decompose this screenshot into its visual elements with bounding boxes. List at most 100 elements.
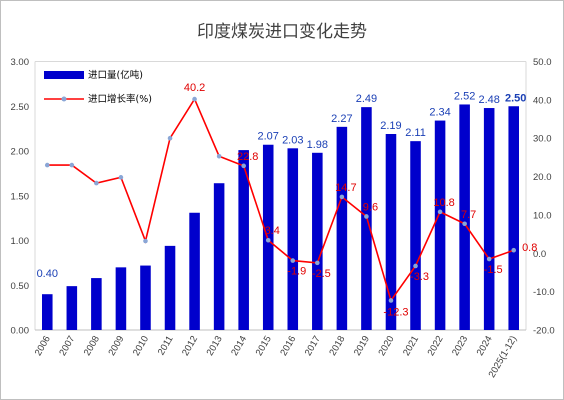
line-point [388,298,394,303]
y-right-tick-label: 50.0 [533,57,552,68]
y-right-tick-label: 40.0 [533,95,552,106]
x-tick-label: 2011 [156,334,176,357]
y-left-tick-label: 2.00 [11,147,30,158]
line-data-label: 22.8 [237,151,258,163]
bar [91,278,102,330]
bar-data-label: 2.52 [454,90,475,102]
y-left-tick-label: 1.50 [11,191,30,202]
x-tick-label: 2015 [254,334,274,358]
chart-title: 印度煤炭进口变化走势 [197,22,367,42]
bar-data-label: 2.19 [380,120,401,132]
bar-data-label: 2.49 [356,93,377,105]
x-tick-label: 2009 [106,334,126,358]
line-data-label: 7.7 [461,209,476,221]
bar [66,286,78,330]
bar [287,148,299,330]
x-tick-label: 2023 [450,334,470,358]
line-data-label: 0.8 [522,242,537,254]
line-point [143,238,148,244]
legend: 进口量(亿吨) 进口增长率(%) [44,69,152,105]
line-data-label: -2.5 [312,268,331,280]
x-tick-label: 2008 [82,334,102,358]
x-tick-label: 2014 [229,334,249,358]
bar-data-label: 2.11 [405,127,426,139]
growth-line [47,97,514,303]
line-point [511,247,517,253]
y-left-tick-label: 1.00 [11,236,30,247]
bar-data-label: 2.03 [282,134,303,146]
x-tick-label: 2006 [33,334,53,358]
line-data-label: -1.9 [287,266,306,278]
bar-data-label: 2.48 [478,94,499,106]
y-left-tick-label: 3.00 [11,57,30,68]
x-tick-label: 2020 [376,334,396,358]
y-right-tick-label: 20.0 [533,172,552,183]
line-point [437,209,443,215]
line-point [69,162,75,168]
y-right-tick-label: 10.0 [533,210,552,221]
line-point [241,163,246,169]
line-point [265,237,271,243]
line-point [167,135,173,141]
line-data-label: 9.6 [363,201,378,213]
x-tick-label: 2022 [426,334,446,358]
x-tick-label: 2007 [57,334,77,358]
line-point [44,162,50,168]
line-point [315,260,320,266]
bar [410,141,421,330]
bar [189,212,200,330]
x-tick-label: 2018 [327,334,347,358]
bar [213,183,225,330]
legend-marker [61,96,67,102]
bar [483,108,495,330]
bar [140,265,151,330]
line-data-label: 10.8 [433,197,454,209]
line-point [118,175,124,180]
x-tick-label: 2012 [180,334,200,358]
line-point [192,96,197,102]
x-tick-label: 2010 [131,334,151,358]
line-point [413,263,418,269]
y-left-tick-label: 0.50 [11,281,30,292]
bar [262,144,274,330]
bar-data-label: 2.27 [331,113,352,125]
bar [312,152,323,330]
line-point [462,221,467,227]
bar [385,133,397,330]
y-right-tick-label: -20.0 [533,326,555,337]
legend-label-line: 进口增长率(%) [88,93,152,105]
line-data-label: -1.5 [484,264,503,276]
bar [164,245,176,330]
bar [238,150,249,330]
line-data-label: -12.3 [383,306,408,318]
y-right-tick-label: 30.0 [533,134,552,145]
bar [508,106,520,330]
bar [336,126,348,331]
bar [434,120,446,330]
bar-data-label: 2.07 [258,131,279,143]
bar-data-label: 1.98 [307,139,328,151]
line-data-label: -3.3 [410,271,429,283]
line-point [94,180,99,186]
line-point [486,256,492,262]
line-point [339,194,345,200]
legend-label-bar: 进口量(亿吨) [88,69,143,81]
line-data-label: 14.7 [335,182,356,194]
y-left-tick-label: 0.00 [11,326,30,337]
bar [41,294,53,330]
x-tick-label: 2016 [278,334,298,358]
x-tick-label: 2013 [205,334,225,358]
bar-data-label: 2.50 [505,92,526,104]
bar-data-label: 0.40 [37,268,58,280]
x-tick-label: 2017 [303,334,323,358]
line-point [364,214,369,219]
line-data-label: 3.4 [265,225,280,237]
y-right-tick-label: 0.0 [533,249,546,260]
line-point [216,153,222,159]
line-data-label: 40.2 [184,82,205,94]
legend-swatch-bar [44,71,84,79]
y-left-tick-label: 2.50 [11,102,30,113]
bar [115,267,127,330]
